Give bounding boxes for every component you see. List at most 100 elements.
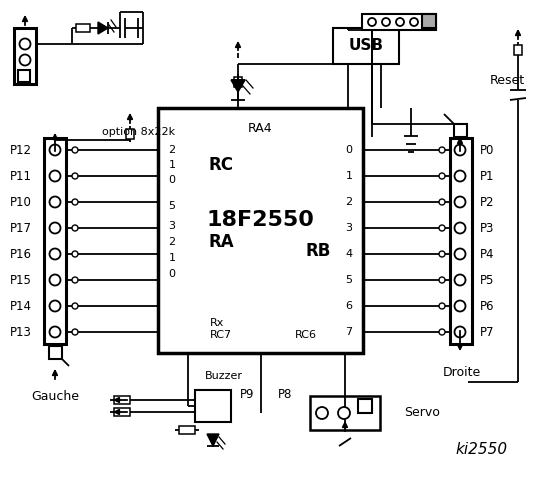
Bar <box>195 390 231 422</box>
Circle shape <box>50 300 60 312</box>
Text: 7: 7 <box>346 327 353 337</box>
Text: 2: 2 <box>169 145 175 155</box>
Text: 3: 3 <box>346 223 352 233</box>
Circle shape <box>455 249 466 260</box>
Circle shape <box>72 173 78 179</box>
Bar <box>310 396 380 430</box>
Circle shape <box>50 223 60 233</box>
Bar <box>514 45 522 55</box>
Circle shape <box>72 199 78 205</box>
Text: 0: 0 <box>346 145 352 155</box>
Circle shape <box>72 251 78 257</box>
Text: RC7: RC7 <box>210 330 232 340</box>
Circle shape <box>19 55 30 65</box>
Bar <box>450 138 472 344</box>
Circle shape <box>72 147 78 153</box>
Bar <box>422 14 436 28</box>
Circle shape <box>382 18 390 26</box>
Text: P1: P1 <box>480 169 494 182</box>
Circle shape <box>396 18 404 26</box>
Text: 1: 1 <box>169 253 175 263</box>
Circle shape <box>50 196 60 207</box>
Bar <box>333 28 399 64</box>
Circle shape <box>50 170 60 181</box>
Text: 1: 1 <box>169 160 175 170</box>
Text: P5: P5 <box>480 274 494 287</box>
Text: P17: P17 <box>10 221 32 235</box>
Text: P0: P0 <box>480 144 494 156</box>
Circle shape <box>368 18 376 26</box>
Bar <box>114 408 130 416</box>
Text: P10: P10 <box>10 195 32 208</box>
Text: RC: RC <box>208 156 233 174</box>
Text: P12: P12 <box>10 144 32 156</box>
Text: P11: P11 <box>10 169 32 182</box>
Text: P13: P13 <box>10 325 32 338</box>
Text: 5: 5 <box>346 275 352 285</box>
Text: P7: P7 <box>480 325 494 338</box>
Circle shape <box>439 173 445 179</box>
Polygon shape <box>98 22 108 34</box>
Circle shape <box>455 170 466 181</box>
Text: P6: P6 <box>480 300 494 312</box>
Circle shape <box>455 196 466 207</box>
Text: 2: 2 <box>169 237 175 247</box>
Circle shape <box>19 38 30 49</box>
Circle shape <box>338 407 350 419</box>
Text: 5: 5 <box>169 201 175 211</box>
Bar <box>76 24 90 32</box>
Text: USB: USB <box>348 38 383 53</box>
Text: P4: P4 <box>480 248 494 261</box>
Bar <box>358 399 372 413</box>
Circle shape <box>50 275 60 286</box>
Text: P14: P14 <box>10 300 32 312</box>
Bar <box>14 28 36 84</box>
Text: 1: 1 <box>346 171 352 181</box>
Circle shape <box>439 225 445 231</box>
Circle shape <box>72 303 78 309</box>
Bar <box>114 396 130 404</box>
Text: 2: 2 <box>346 197 353 207</box>
Circle shape <box>455 326 466 337</box>
Circle shape <box>439 303 445 309</box>
Circle shape <box>50 249 60 260</box>
Circle shape <box>72 329 78 335</box>
Text: P2: P2 <box>480 195 494 208</box>
Bar <box>158 108 363 353</box>
Text: P16: P16 <box>10 248 32 261</box>
Circle shape <box>439 277 445 283</box>
Circle shape <box>439 251 445 257</box>
Bar <box>126 129 134 139</box>
Text: Reset: Reset <box>490 73 525 86</box>
Text: 3: 3 <box>169 221 175 231</box>
Text: Droite: Droite <box>443 365 481 379</box>
Circle shape <box>439 199 445 205</box>
Bar <box>234 77 242 87</box>
Circle shape <box>439 147 445 153</box>
Polygon shape <box>207 434 219 446</box>
Bar <box>18 70 30 82</box>
Text: Servo: Servo <box>404 407 440 420</box>
Text: Rx: Rx <box>210 318 225 328</box>
Text: ki2550: ki2550 <box>455 443 507 457</box>
Circle shape <box>72 225 78 231</box>
Circle shape <box>50 144 60 156</box>
Text: P3: P3 <box>480 221 494 235</box>
Circle shape <box>50 326 60 337</box>
Text: 0: 0 <box>169 269 175 279</box>
Text: Gauche: Gauche <box>31 391 79 404</box>
Text: RC6: RC6 <box>295 330 317 340</box>
Text: option 8x22k: option 8x22k <box>102 127 175 137</box>
Circle shape <box>316 407 328 419</box>
Text: 0: 0 <box>169 175 175 185</box>
Circle shape <box>439 329 445 335</box>
Polygon shape <box>231 80 245 92</box>
Bar <box>49 346 62 359</box>
Text: P15: P15 <box>10 274 32 287</box>
Bar <box>179 426 195 434</box>
Text: 6: 6 <box>346 301 352 311</box>
Text: Buzzer: Buzzer <box>205 371 243 381</box>
Bar <box>454 124 467 137</box>
Circle shape <box>410 18 418 26</box>
Circle shape <box>455 223 466 233</box>
